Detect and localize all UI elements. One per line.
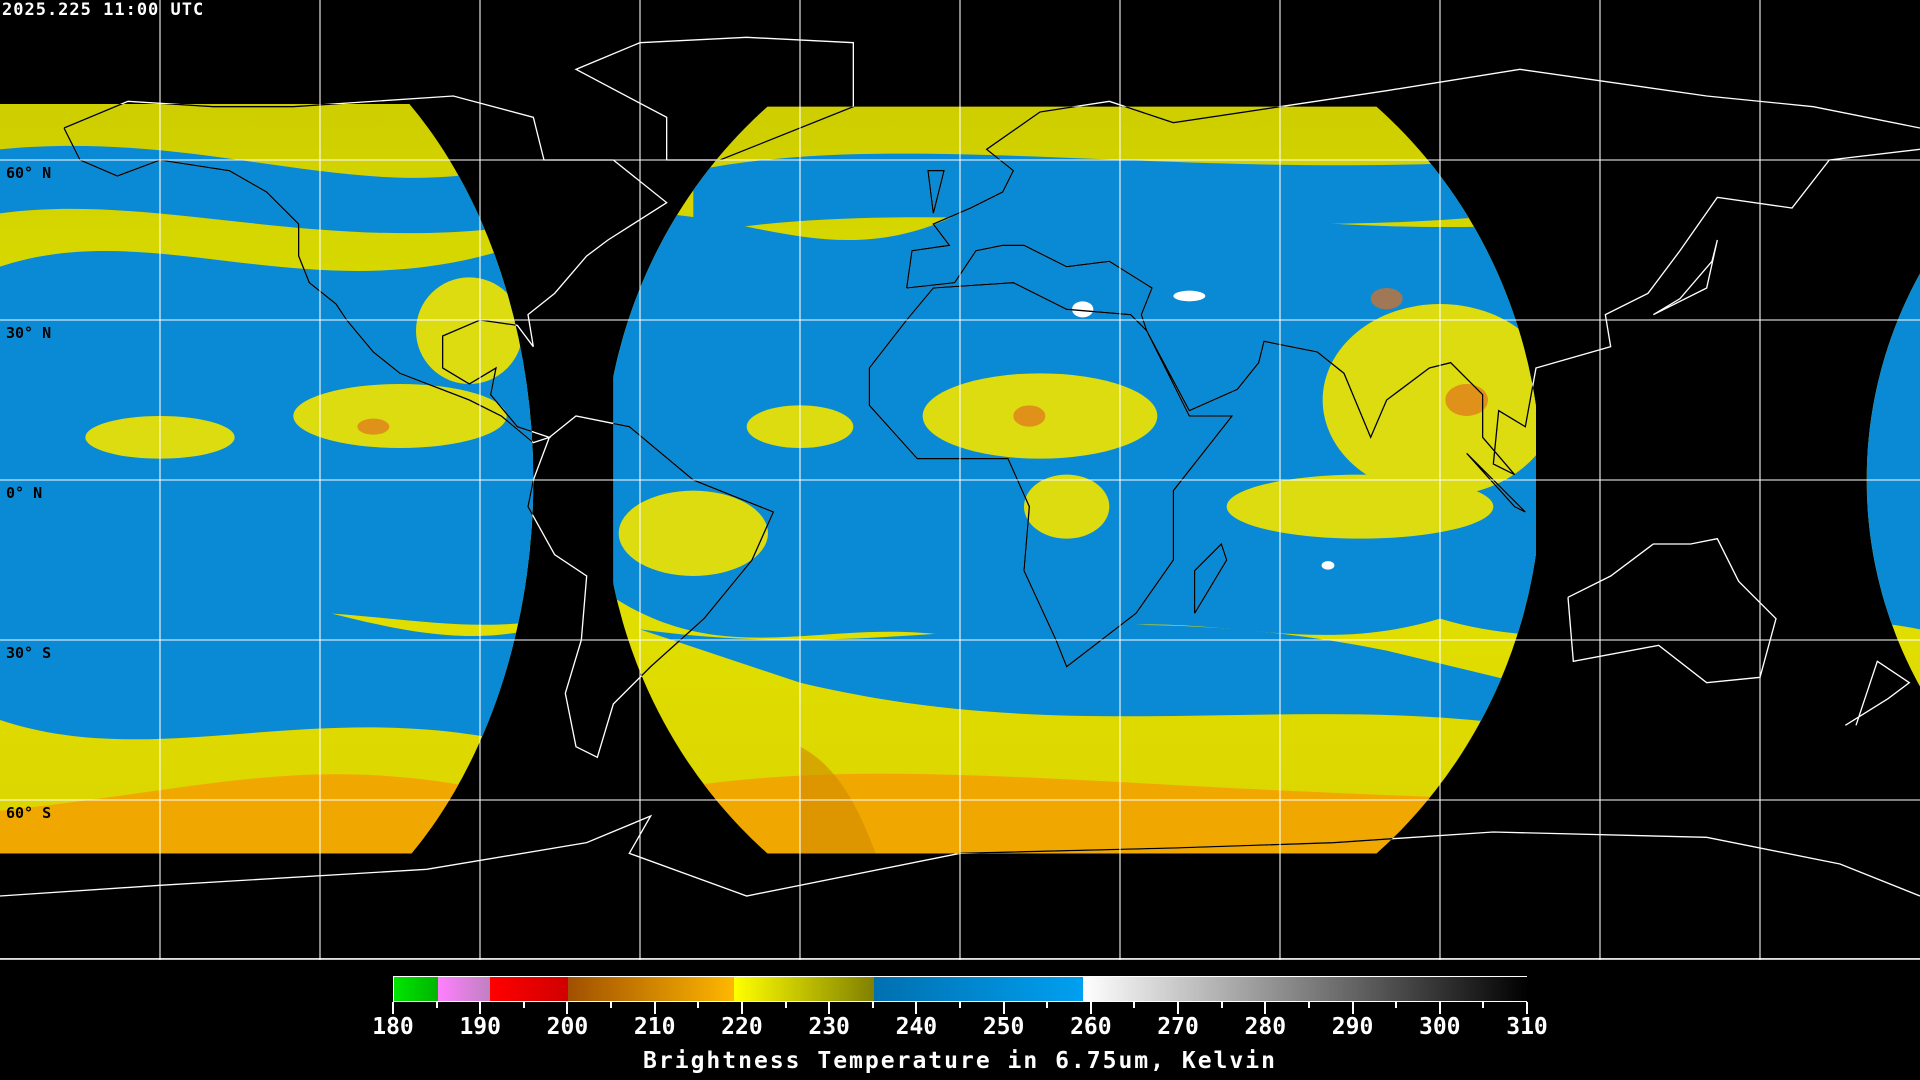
colorbar-tick — [871, 1002, 874, 1008]
colorbar-segment — [1083, 977, 1529, 1001]
colorbar-tick — [479, 1002, 482, 1014]
colorbar — [393, 976, 1529, 1002]
colorbar-tick — [1002, 1002, 1005, 1014]
colorbar-tick — [784, 1002, 787, 1008]
colorbar-tick-label: 200 — [546, 1014, 589, 1040]
colorbar-segment — [873, 977, 1084, 1001]
colorbar-tick — [1046, 1002, 1049, 1008]
colorbar-tick — [1089, 1002, 1092, 1014]
lat-label: 30° S — [6, 644, 52, 662]
colorbar-tick-label: 310 — [1506, 1014, 1548, 1040]
colorbar-segment — [437, 977, 491, 1001]
colorbar-tick-label: 290 — [1331, 1014, 1374, 1040]
colorbar-tick-label: 240 — [895, 1014, 938, 1040]
colorbar-tick — [610, 1002, 613, 1008]
colorbar-tick-label: 270 — [1157, 1014, 1199, 1040]
colorbar-title: Brightness Temperature in 6.75um, Kelvin — [643, 1048, 1277, 1074]
colorbar-tick — [1133, 1002, 1136, 1008]
colorbar-tick-label: 220 — [721, 1014, 763, 1040]
colorbar-tick — [1351, 1002, 1354, 1014]
colorbar-tick-label: 230 — [808, 1014, 850, 1040]
colorbar-tick — [697, 1002, 700, 1008]
colorbar-tick — [1482, 1002, 1485, 1008]
colorbar-tick — [522, 1002, 525, 1008]
colorbar-tick — [1438, 1002, 1441, 1014]
colorbar-tick — [1264, 1002, 1267, 1014]
colorbar-tick — [959, 1002, 961, 1008]
colorbar-tick — [566, 1002, 569, 1014]
colorbar-tick — [915, 1002, 918, 1014]
colorbar-tick-label: 260 — [1070, 1014, 1112, 1040]
lat-lon-grid — [0, 0, 1920, 960]
colorbar-tick — [828, 1002, 831, 1014]
coastlines-inside — [0, 104, 1536, 854]
colorbar-tick — [1177, 1002, 1180, 1014]
colorbar-segment — [568, 977, 735, 1001]
lat-label: 60° N — [6, 164, 52, 182]
lat-label: 30° N — [6, 324, 52, 342]
lat-label: 60° S — [6, 804, 52, 822]
coastline-path — [613, 106, 1536, 854]
colorbar-tick-label: 180 — [372, 1014, 414, 1040]
colorbar-tick-label: 250 — [982, 1014, 1025, 1040]
satellite-map — [0, 0, 1920, 960]
colorbar-tick — [1395, 1002, 1398, 1008]
colorbar-tick — [740, 1002, 743, 1014]
colorbar-tick — [653, 1002, 656, 1014]
colorbar-tick — [1220, 1002, 1223, 1008]
colorbar-tick — [1526, 1002, 1528, 1014]
coastline-path — [0, 104, 534, 854]
colorbar-tick-label: 280 — [1244, 1014, 1287, 1040]
colorbar-segment — [489, 977, 569, 1001]
timestamp: 2025.225 11:00 UTC — [2, 0, 205, 20]
colorbar-tick — [392, 1002, 394, 1014]
colorbar-tick — [1307, 1002, 1310, 1008]
colorbar-tick-label: 190 — [459, 1014, 501, 1040]
colorbar-segment — [394, 977, 439, 1001]
colorbar-segment — [734, 977, 875, 1001]
lat-label: 0° N — [6, 484, 43, 502]
colorbar-tick — [435, 1002, 438, 1008]
colorbar-tick-label: 210 — [633, 1014, 676, 1040]
colorbar-tick-label: 300 — [1418, 1014, 1461, 1040]
